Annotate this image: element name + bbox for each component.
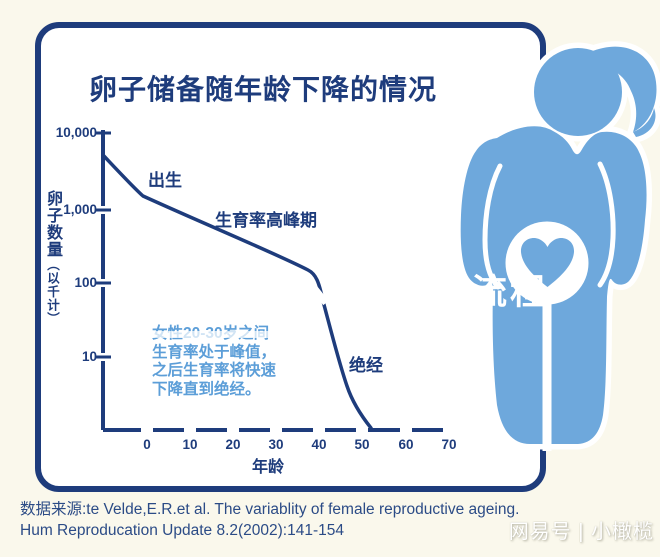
chart-title: 卵子储备随年龄下降的情况 <box>89 74 438 105</box>
x-tick-30: 30 <box>268 437 283 452</box>
publisher-watermark: 网易号 | 小橄榄 <box>508 521 654 543</box>
left-arm-slit <box>482 163 503 290</box>
y-axis-title-sub: （以千计） <box>45 258 59 326</box>
annotation-birth: 出生 <box>148 170 182 190</box>
x-tick-20: 20 <box>225 437 240 452</box>
pregnant-woman-illustration <box>440 35 660 451</box>
x-tick-70: 70 <box>441 437 456 452</box>
right-arm-slit <box>597 161 616 288</box>
annotation-menopause: 绝经 <box>349 355 383 375</box>
data-source-line1: 数据来源:te Velde,E.R.et al. The variablity … <box>20 501 520 518</box>
y-tick-100: 100 <box>74 275 97 290</box>
heart-icon <box>520 237 575 287</box>
y-axis-ticks <box>95 131 111 359</box>
x-tick-10: 10 <box>182 437 197 452</box>
y-axis-title: 卵子数量（以千计） <box>40 190 64 350</box>
x-tick-60: 60 <box>398 437 413 452</box>
watermark-note-scratch <box>150 331 290 338</box>
y-tick-1000: 1,000 <box>63 202 97 217</box>
data-source: 数据来源:te Velde,E.R.et al. The variablity … <box>20 500 525 541</box>
watermark-curve-break <box>308 281 329 306</box>
data-source-line2: Hum Reproducation Update 8.2(2002):141-1… <box>20 521 344 539</box>
annotation-peak: 生育率高峰期 <box>215 210 317 230</box>
egg-count-curve <box>101 153 373 430</box>
y-tick-10: 10 <box>82 349 97 364</box>
x-tick-0: 0 <box>143 437 151 452</box>
skirt-slit <box>542 304 552 451</box>
x-axis-title: 年龄 <box>252 457 285 476</box>
y-axis-title-main: 卵子数量 <box>44 190 61 258</box>
x-tick-50: 50 <box>354 437 369 452</box>
watermark-overlay-text: 流程 <box>472 273 549 312</box>
y-tick-10000: 10,000 <box>56 125 97 140</box>
fertility-decline-line-chart: 10,000 1,000 100 10 0 10 20 30 40 50 60 … <box>56 125 457 476</box>
x-tick-40: 40 <box>311 437 326 452</box>
